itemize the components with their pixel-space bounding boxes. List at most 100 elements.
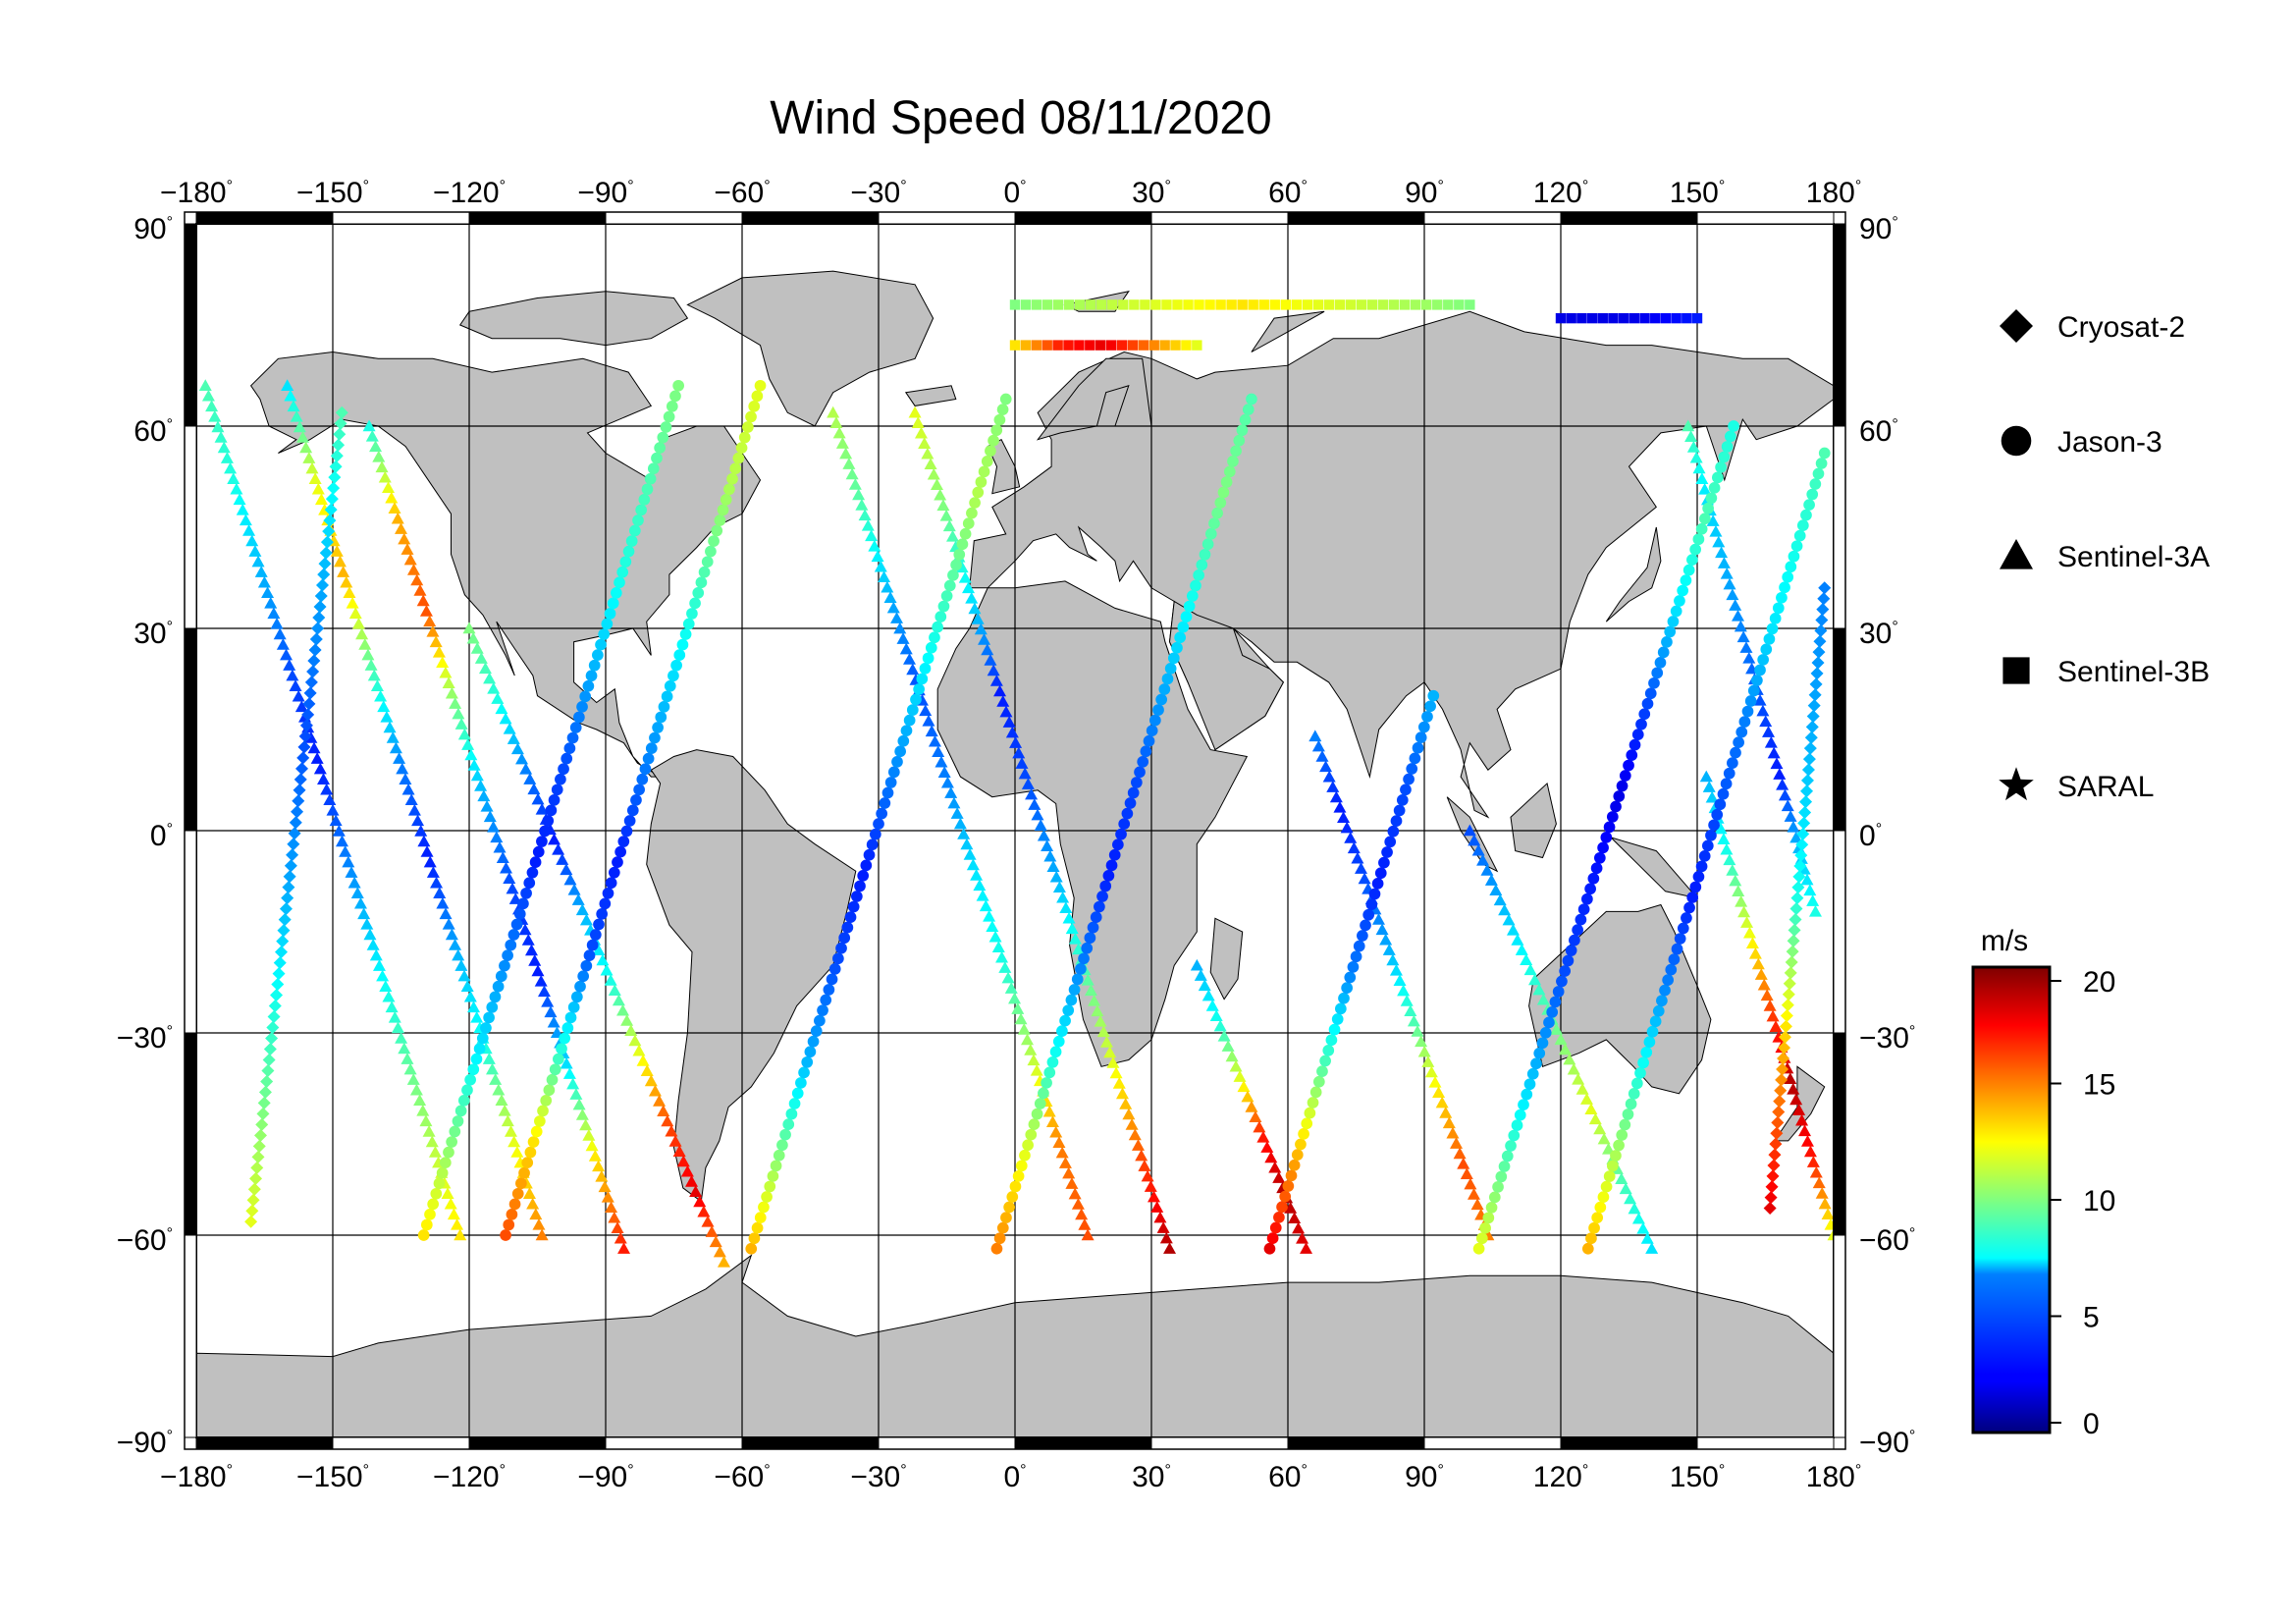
circle-marker: [592, 649, 604, 661]
circle-marker: [828, 963, 841, 975]
diamond-marker: [1811, 656, 1825, 670]
square-marker: [1639, 312, 1650, 324]
circle-marker: [732, 452, 745, 464]
circle-marker: [788, 1098, 801, 1109]
circle-marker: [561, 1022, 574, 1034]
triangle-marker: [403, 553, 417, 566]
triangle-marker: [1760, 989, 1774, 1001]
circle-marker: [1279, 1190, 1292, 1203]
square-marker: [1629, 312, 1640, 324]
triangle-marker: [1726, 588, 1739, 601]
circle-marker: [720, 494, 732, 506]
triangle-marker: [611, 1221, 624, 1233]
circle-marker: [1217, 486, 1230, 499]
lon-tick-label-bottom: −90°: [577, 1461, 633, 1493]
triangle-marker: [911, 416, 925, 428]
circle-marker: [1381, 846, 1393, 858]
triangle-marker: [449, 939, 462, 950]
circle-marker: [1508, 1129, 1521, 1142]
circle-marker: [962, 517, 975, 529]
diamond-marker: [252, 1139, 266, 1153]
diamond-marker: [277, 924, 291, 938]
triangle-marker: [970, 868, 984, 881]
circle-marker: [551, 784, 563, 796]
triangle-marker: [1375, 923, 1389, 936]
circle-marker: [1112, 839, 1124, 851]
diamond-marker: [288, 827, 301, 840]
circle-marker: [520, 887, 532, 899]
circle-marker: [1689, 543, 1701, 556]
triangle-marker: [1579, 1093, 1593, 1105]
circle-marker: [1664, 625, 1677, 638]
triangle-marker: [1062, 911, 1076, 924]
triangle-marker: [995, 950, 1009, 963]
circle-marker: [932, 621, 943, 633]
circle-marker: [1788, 550, 1800, 563]
circle-marker: [486, 1001, 499, 1013]
triangle-marker: [918, 437, 932, 450]
circle-marker: [623, 815, 636, 827]
circle-marker: [1186, 590, 1199, 602]
triangle-marker: [963, 848, 977, 860]
circle-marker: [1214, 497, 1227, 509]
diamond-marker: [1798, 806, 1812, 820]
triangle-marker: [1460, 1167, 1473, 1179]
diamond-marker: [1806, 710, 1820, 724]
circle-marker: [567, 1001, 580, 1013]
circle-marker: [1041, 1077, 1052, 1089]
triangle-marker: [1071, 1198, 1085, 1210]
circle-marker: [851, 891, 863, 902]
triangle-marker: [981, 643, 994, 656]
diamond-marker: [304, 676, 318, 689]
triangle-marker: [1132, 1139, 1146, 1151]
triangle-marker: [1729, 874, 1742, 887]
triangle-marker: [1112, 1077, 1126, 1089]
circle-marker: [1263, 1242, 1276, 1255]
circle-marker: [614, 576, 625, 589]
triangle-marker: [1624, 1192, 1637, 1205]
circle-marker: [1350, 950, 1362, 963]
circle-marker: [1266, 1232, 1279, 1244]
triangle-marker: [1159, 1231, 1173, 1244]
diamond-marker: [273, 956, 287, 970]
circle-marker: [1572, 924, 1583, 936]
circle-marker: [1362, 908, 1375, 921]
triangle-marker: [1631, 1212, 1645, 1224]
triangle-marker: [1015, 757, 1029, 769]
triangle-marker: [1084, 984, 1097, 997]
triangle-marker: [404, 793, 418, 806]
square-marker: [1660, 312, 1672, 324]
triangle-marker: [1056, 891, 1070, 903]
triangle-marker: [1787, 820, 1800, 833]
circle-marker: [527, 1136, 540, 1148]
square-marker: [1377, 299, 1389, 310]
circle-marker: [1705, 829, 1717, 841]
circle-marker: [1479, 1221, 1491, 1234]
square-marker: [1194, 299, 1204, 310]
diamond-marker: [2000, 309, 2033, 343]
circle-marker: [573, 711, 585, 724]
circle-marker: [1724, 430, 1736, 443]
circle-marker: [1273, 1212, 1285, 1223]
circle-marker: [1312, 1075, 1325, 1088]
triangle-marker: [289, 679, 302, 691]
triangle-marker: [1034, 819, 1047, 831]
triangle-marker: [398, 532, 411, 545]
triangle-marker: [890, 612, 904, 623]
triangle-marker: [307, 741, 321, 754]
triangle-marker: [483, 810, 497, 823]
land-indonesia-borneo: [1510, 782, 1557, 859]
triangle-marker: [457, 969, 471, 982]
triangle-marker: [1355, 862, 1368, 874]
triangle-marker: [332, 825, 346, 837]
circle-marker: [1492, 1181, 1504, 1193]
triangle-marker: [936, 499, 950, 512]
triangle-marker: [537, 985, 551, 998]
square-marker: [1063, 340, 1074, 351]
square-marker: [1454, 299, 1465, 310]
triangle-marker: [547, 1015, 561, 1028]
triangle-marker: [984, 654, 997, 666]
triangle-marker: [685, 1175, 699, 1187]
circle-marker: [1062, 1004, 1075, 1016]
circle-marker: [1652, 1004, 1665, 1017]
